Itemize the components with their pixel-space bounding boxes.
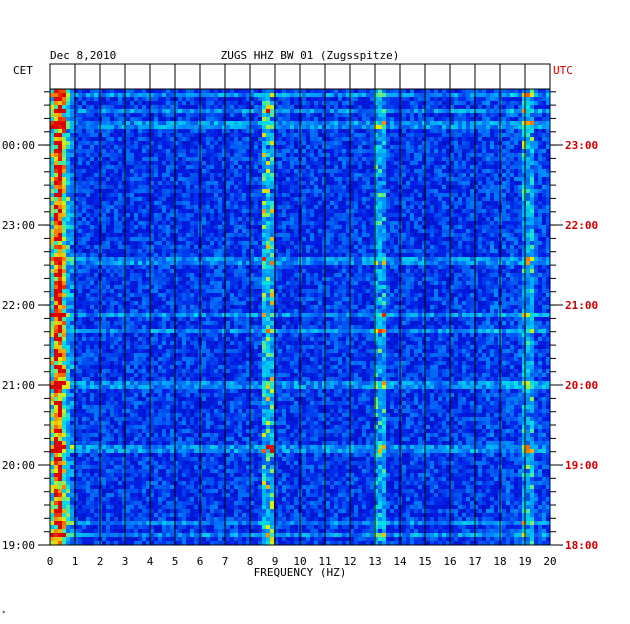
- x-tick-label: 9: [272, 555, 279, 568]
- y-tick-label-cet: 22:00: [2, 299, 35, 312]
- x-tick-label: 8: [247, 555, 254, 568]
- y-axis: 00:00 23:00 23:00 22:00 22:00 21:00 21:00 20:00…: [2, 91, 598, 552]
- cet-axis-label: CET: [13, 64, 33, 77]
- y-tick-label-utc: 23:00: [565, 139, 598, 152]
- x-axis-label: FREQUENCY (HZ): [254, 566, 347, 579]
- x-tick-label: 18: [493, 555, 506, 568]
- x-tick-label: 7: [222, 555, 229, 568]
- utc-axis-label: UTC: [553, 64, 573, 77]
- y-tick-label-cet: 00:00: [2, 139, 35, 152]
- x-tick-label: 13: [368, 555, 381, 568]
- x-tick-label: 3: [122, 555, 129, 568]
- x-tick-label: 17: [468, 555, 481, 568]
- x-tick-label: 2: [97, 555, 104, 568]
- y-tick-label-utc: 19:00: [565, 459, 598, 472]
- spectrogram-cells: [50, 89, 551, 546]
- x-tick-label: 19: [518, 555, 531, 568]
- x-tick-label: 4: [147, 555, 154, 568]
- x-tick-label: 5: [172, 555, 179, 568]
- x-tick-label: 12: [343, 555, 356, 568]
- x-tick-label: 16: [443, 555, 456, 568]
- x-axis: 0 1 2 3 4 5 6 7 8 9 10 11 12 13 14 15 16 17 18 19 20: [47, 555, 557, 568]
- y-tick-label-utc: 18:00: [565, 539, 598, 552]
- corner-mark: *: [2, 610, 6, 617]
- chart-title: ZUGS HHZ BW 01 (Zugsspitze): [221, 49, 400, 62]
- x-tick-label: 14: [393, 555, 407, 568]
- y-tick-label-cet: 20:00: [2, 459, 35, 472]
- x-tick-label: 1: [72, 555, 79, 568]
- grid: [49, 63, 551, 546]
- y-tick-label-cet: 23:00: [2, 219, 35, 232]
- y-tick-label-utc: 21:00: [565, 299, 598, 312]
- chart-date: Dec 8,2010: [50, 49, 116, 62]
- x-tick-label: 6: [197, 555, 204, 568]
- y-tick-label-cet: 21:00: [2, 379, 35, 392]
- y-tick-label-cet: 19:00: [2, 539, 35, 552]
- y-tick-label-utc: 22:00: [565, 219, 598, 232]
- y-tick-label-utc: 20:00: [565, 379, 598, 392]
- x-tick-label: 15: [418, 555, 431, 568]
- x-tick-label: 10: [293, 555, 306, 568]
- x-tick-label: 20: [543, 555, 556, 568]
- x-tick-label: 0: [47, 555, 54, 568]
- x-tick-label: 11: [318, 555, 331, 568]
